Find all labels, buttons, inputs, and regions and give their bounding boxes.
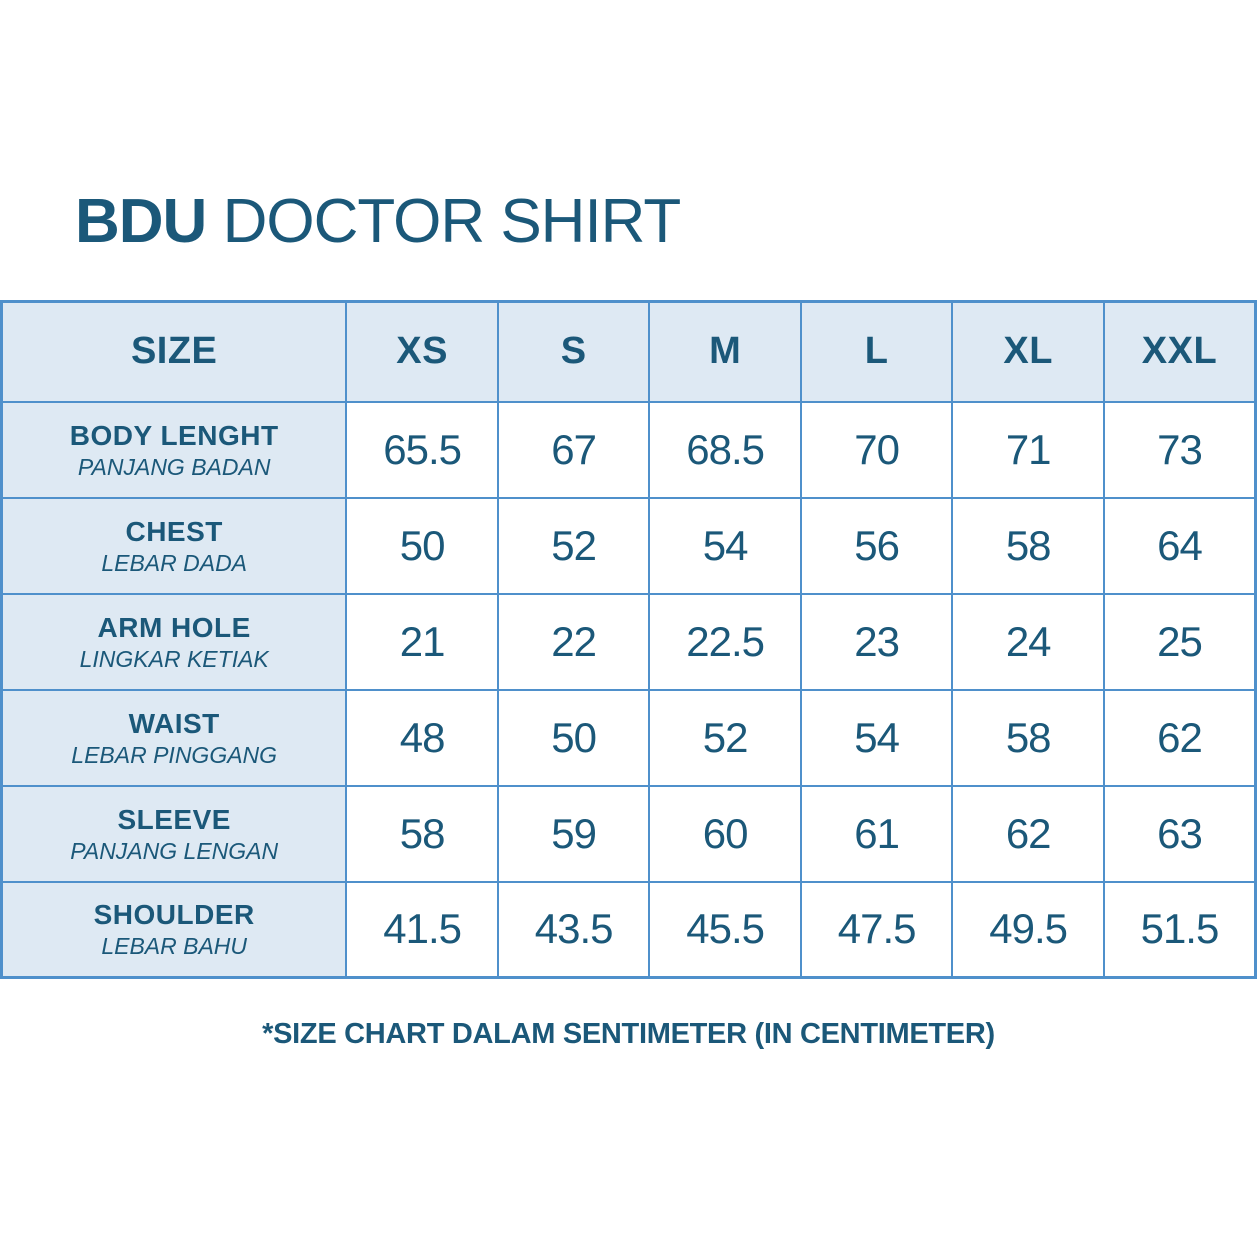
row-label-text: CHEST xyxy=(125,515,223,547)
table-row-waist: WAIST LEBAR PINGGANG 48 50 52 54 58 62 xyxy=(0,688,1257,787)
row-sublabel-text: LEBAR DADA xyxy=(101,549,248,576)
table-cell: 62 xyxy=(1102,688,1257,787)
table-cell: 58 xyxy=(951,688,1105,787)
table-cell: 58 xyxy=(951,496,1105,595)
table-cell: 73 xyxy=(1102,400,1257,499)
row-label-text: SLEEVE xyxy=(117,803,231,835)
table-header-row: SIZE XS S M L XL XXL xyxy=(0,300,1257,403)
row-label-chest: CHEST LEBAR DADA xyxy=(0,496,348,595)
table-cell: 23 xyxy=(799,592,954,691)
table-cell: 21 xyxy=(345,592,499,691)
table-cell: 50 xyxy=(496,688,651,787)
table-cell: 61 xyxy=(799,784,954,883)
page-title-rest: DOCTOR SHIRT xyxy=(222,187,682,256)
size-chart-table: SIZE XS S M L XL XXL BODY LENGHT PANJANG… xyxy=(0,300,1257,979)
table-row-body-length: BODY LENGHT PANJANG BADAN 65.5 67 68.5 7… xyxy=(0,400,1257,499)
column-header-s: S xyxy=(496,300,651,403)
row-sublabel-text: LINGKAR KETIAK xyxy=(79,645,269,672)
table-cell: 63 xyxy=(1102,784,1257,883)
table-cell: 25 xyxy=(1102,592,1257,691)
table-cell: 64 xyxy=(1102,496,1257,595)
row-label-text: BODY LENGHT xyxy=(69,419,279,451)
column-header-xl: XL xyxy=(951,300,1105,403)
size-chart-table-wrap: SIZE XS S M L XL XXL BODY LENGHT PANJANG… xyxy=(0,300,1257,979)
table-cell: 45.5 xyxy=(648,880,802,979)
table-cell: 56 xyxy=(799,496,954,595)
column-header-m: M xyxy=(648,300,802,403)
table-cell: 52 xyxy=(496,496,651,595)
table-cell: 60 xyxy=(648,784,802,883)
table-cell: 22.5 xyxy=(648,592,802,691)
table-cell: 65.5 xyxy=(345,400,499,499)
table-cell: 41.5 xyxy=(345,880,499,979)
row-sublabel-text: LEBAR PINGGANG xyxy=(71,741,278,768)
size-unit-note: *SIZE CHART DALAM SENTIMETER (IN CENTIME… xyxy=(262,1018,995,1050)
row-label-text: ARM HOLE xyxy=(97,611,251,643)
row-sublabel-text: LEBAR BAHU xyxy=(101,933,248,960)
table-row-chest: CHEST LEBAR DADA 50 52 54 56 58 64 xyxy=(0,496,1257,595)
page-title: BDU DOCTOR SHIRT xyxy=(75,186,682,257)
table-cell: 54 xyxy=(799,688,954,787)
row-label-shoulder: SHOULDER LEBAR BAHU xyxy=(0,880,348,979)
column-header-l: L xyxy=(799,300,954,403)
table-cell: 50 xyxy=(345,496,499,595)
table-cell: 49.5 xyxy=(951,880,1105,979)
row-label-waist: WAIST LEBAR PINGGANG xyxy=(0,688,348,787)
column-header-size: SIZE xyxy=(0,300,348,403)
row-label-text: SHOULDER xyxy=(93,899,255,931)
table-cell: 70 xyxy=(799,400,954,499)
row-label-sleeve: SLEEVE PANJANG LENGAN xyxy=(0,784,348,883)
column-header-xs: XS xyxy=(345,300,499,403)
table-cell: 54 xyxy=(648,496,802,595)
table-cell: 58 xyxy=(345,784,499,883)
column-header-xxl: XXL xyxy=(1102,300,1257,403)
row-label-text: WAIST xyxy=(128,707,220,739)
table-cell: 47.5 xyxy=(799,880,954,979)
table-cell: 24 xyxy=(951,592,1105,691)
table-cell: 68.5 xyxy=(648,400,802,499)
table-cell: 22 xyxy=(496,592,651,691)
table-cell: 62 xyxy=(951,784,1105,883)
table-cell: 71 xyxy=(951,400,1105,499)
row-label-body-length: BODY LENGHT PANJANG BADAN xyxy=(0,400,348,499)
table-cell: 43.5 xyxy=(496,880,651,979)
row-sublabel-text: PANJANG BADAN xyxy=(77,453,271,480)
table-cell: 59 xyxy=(496,784,651,883)
table-cell: 52 xyxy=(648,688,802,787)
table-row-shoulder: SHOULDER LEBAR BAHU 41.5 43.5 45.5 47.5 … xyxy=(0,880,1257,979)
table-row-arm-hole: ARM HOLE LINGKAR KETIAK 21 22 22.5 23 24… xyxy=(0,592,1257,691)
row-label-arm-hole: ARM HOLE LINGKAR KETIAK xyxy=(0,592,348,691)
table-cell: 51.5 xyxy=(1102,880,1257,979)
page-title-brand: BDU xyxy=(75,187,207,256)
table-cell: 48 xyxy=(345,688,499,787)
table-row-sleeve: SLEEVE PANJANG LENGAN 58 59 60 61 62 63 xyxy=(0,784,1257,883)
table-cell: 67 xyxy=(496,400,651,499)
row-sublabel-text: PANJANG LENGAN xyxy=(70,837,279,864)
